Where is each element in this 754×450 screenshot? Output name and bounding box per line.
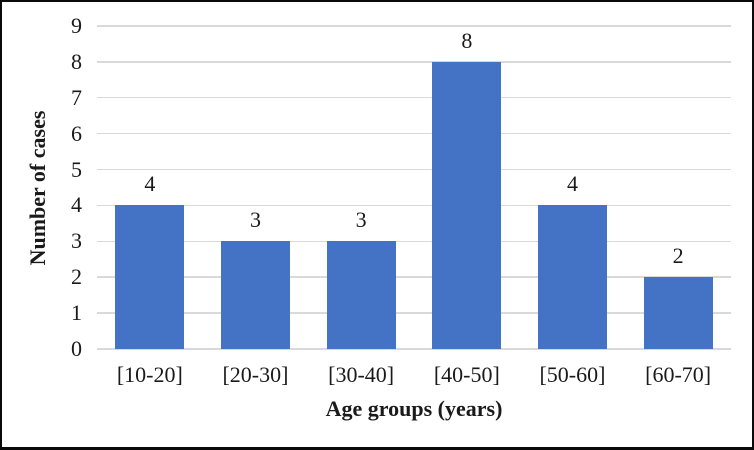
y-axis-tick-label: 2: [71, 264, 82, 290]
bar-value-label: 4: [567, 171, 578, 197]
bar-value-label: 3: [250, 207, 261, 233]
x-axis-title: Age groups (years): [325, 396, 503, 421]
gridline: [97, 312, 731, 314]
y-axis-tick-label: 0: [71, 336, 82, 361]
gridline: [97, 204, 731, 207]
bar-value-label: 4: [144, 171, 156, 197]
x-axis-tick-label: [20-30]: [222, 362, 289, 387]
y-axis-tick-label: 8: [71, 48, 82, 74]
bar-[40-50]: [432, 61, 502, 349]
y-axis-tick-label: 9: [71, 12, 82, 38]
x-axis-tick-label: [60-70]: [645, 362, 712, 387]
bar-value-label: 8: [461, 27, 473, 53]
bar-[30-40]: [326, 241, 396, 349]
y-axis-tick-label: 3: [71, 228, 82, 254]
gridline: [97, 132, 731, 135]
y-axis-tick-label: 1: [71, 300, 82, 326]
gridline: [97, 96, 731, 99]
gridline: [97, 348, 731, 350]
bar-[60-70]: [643, 277, 713, 349]
gridline: [97, 240, 731, 243]
x-axis-tick-label: [50-60]: [539, 362, 606, 387]
bar-value-label: 3: [355, 207, 367, 233]
x-axis-tick-label: [10-20]: [116, 362, 183, 387]
x-axis-tick-label: [30-40]: [328, 362, 395, 387]
y-axis-title: Number of cases: [25, 110, 50, 266]
y-axis-tick-label: 7: [71, 84, 82, 110]
gridline: [97, 61, 731, 63]
gridline: [97, 25, 731, 27]
y-axis-tick-label: 5: [71, 156, 82, 182]
gridline: [97, 276, 731, 278]
y-axis-tick-label: 4: [71, 192, 82, 218]
bar-[10-20]: [115, 205, 185, 349]
gridline: [97, 168, 731, 171]
bar-[20-30]: [221, 241, 290, 349]
bar-value-label: 2: [672, 243, 684, 269]
x-axis-tick-label: [40-50]: [433, 362, 500, 387]
bar-[50-60]: [538, 205, 607, 349]
y-axis-tick-label: 6: [71, 120, 82, 146]
